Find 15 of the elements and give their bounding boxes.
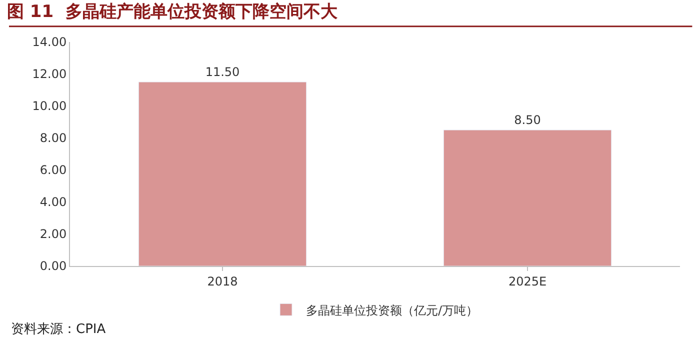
x-tick-label: 2018 [207,274,238,288]
y-tick-label: 8.00 [40,131,67,146]
y-tick-label: 2.00 [40,227,67,242]
text: 8.50 [514,113,541,127]
y-tick-label: 12.00 [32,67,67,82]
text: 11.50 [205,65,240,79]
legend-label: 多晶硅单位投资额（亿元/万吨） [306,303,478,318]
y-tick-label: 10.00 [32,99,67,114]
y-tick-label: 14.00 [32,35,67,50]
x-tick-label: 2025E [508,274,547,288]
text: 资料来源：CPIA [11,322,106,337]
y-tick-label: 4.00 [40,195,67,210]
y-tick-label: 0.00 [40,259,67,274]
y-tick-label: 6.00 [40,163,67,178]
chart-title: 图 11 多晶硅产能单位投资额下降空间不大 [7,2,338,22]
